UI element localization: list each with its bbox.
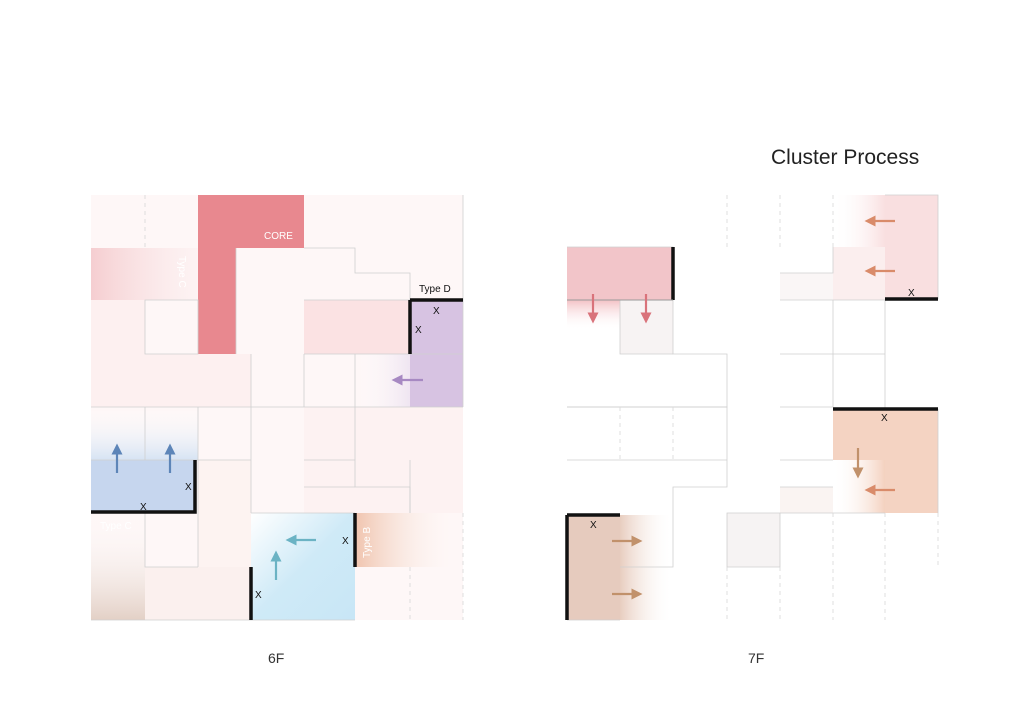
7f-orange-unit-bottom (885, 460, 938, 513)
6f-blue-unit (91, 460, 195, 512)
floor-7f: X X X (565, 194, 939, 621)
6f-type-b-unit (355, 513, 463, 567)
6f-marker-blue-side: X (185, 482, 192, 493)
6f-type-c-label-top: Type C (176, 256, 187, 288)
7f-pale-strip-2 (780, 487, 833, 513)
6f-type-d-unit (410, 300, 463, 407)
7f-dashed-grid (619, 195, 939, 620)
6f-marker-typed-top: X (433, 306, 440, 317)
6f-core (198, 195, 304, 354)
6f-pink-unit (304, 300, 410, 354)
6f-walls (91, 298, 463, 620)
6f-tan-fade (145, 567, 251, 620)
6f-pale-zone (198, 460, 251, 567)
6f-cyan-unit (251, 513, 355, 620)
6f-marker-cyan-side: X (342, 536, 349, 547)
7f-marker-brown: X (590, 520, 597, 531)
6f-marker-typed-side: X (415, 325, 422, 336)
6f-marker-cyan-bottom: X (255, 590, 262, 601)
6f-marker-blue-bottom: X (140, 502, 147, 513)
6f-type-b-label: Type B (362, 527, 373, 558)
floor-label-6f: 6F (268, 650, 285, 666)
7f-pale-cell-2 (727, 513, 780, 567)
7f-red-unit (567, 247, 673, 300)
7f-marker-rose: X (908, 288, 915, 299)
7f-pale-strip (780, 273, 833, 300)
6f-type-c-label-bottom: Type C (100, 521, 132, 532)
7f-brown-unit (567, 515, 620, 620)
diagram-title: Cluster Process (771, 146, 920, 169)
6f-type-c-tan (91, 513, 145, 620)
7f-rose-unit (885, 195, 938, 299)
6f-core-label: CORE (264, 231, 293, 242)
floor-6f: X X X X X X CORE Type D Type C Type C Ty… (91, 195, 464, 621)
7f-rose-fade-2 (833, 247, 885, 300)
7f-brown-fade (620, 515, 673, 620)
7f-orange-unit-top (833, 409, 938, 460)
7f-walls (565, 247, 938, 620)
6f-dashed-grid (144, 195, 464, 620)
6f-pink-zone-2 (91, 354, 251, 407)
6f-type-c-zone (91, 248, 198, 300)
6f-blue-fade (91, 407, 198, 460)
7f-grid (567, 194, 939, 621)
6f-type-d-label: Type D (419, 284, 451, 295)
7f-marker-orange: X (881, 413, 888, 424)
floor-label-7f: 7F (748, 650, 765, 666)
